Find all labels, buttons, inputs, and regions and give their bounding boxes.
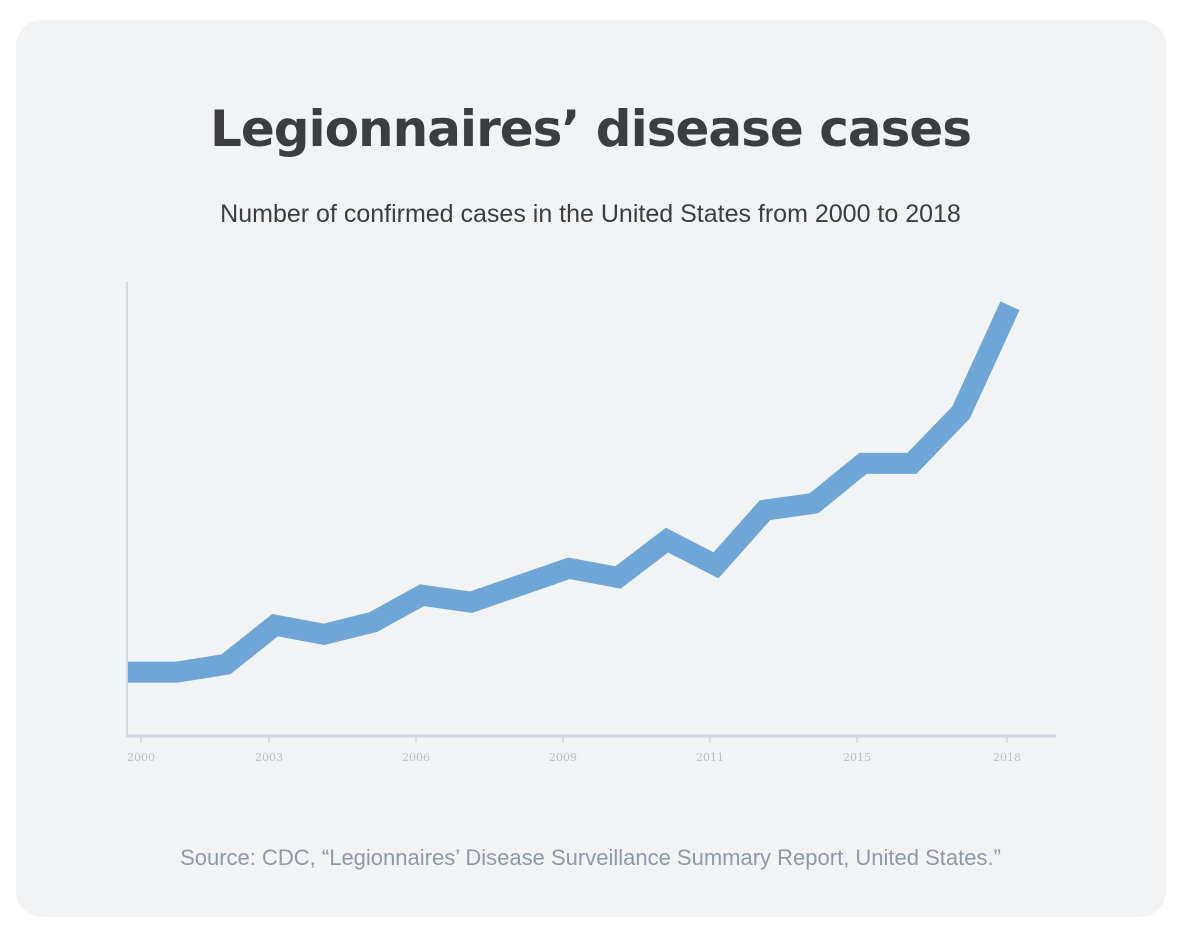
chart-title: Legionnaires’ disease cases [209, 100, 972, 158]
source-note: Source: CDC, “Legionnaires’ Disease Surv… [180, 845, 1001, 870]
x-tick-label: 2011 [696, 751, 724, 764]
chart-card [16, 20, 1166, 917]
x-tick-label: 2003 [255, 751, 283, 764]
series-line [128, 301, 1020, 683]
chart-subtitle: Number of confirmed cases in the United … [220, 200, 961, 228]
x-tick-label: 2018 [993, 751, 1021, 764]
x-tick-label: 2009 [549, 751, 577, 764]
x-tick-label: 2000 [127, 751, 155, 764]
x-tick-label: 2015 [843, 751, 871, 764]
x-tick-label: 2006 [402, 751, 430, 764]
